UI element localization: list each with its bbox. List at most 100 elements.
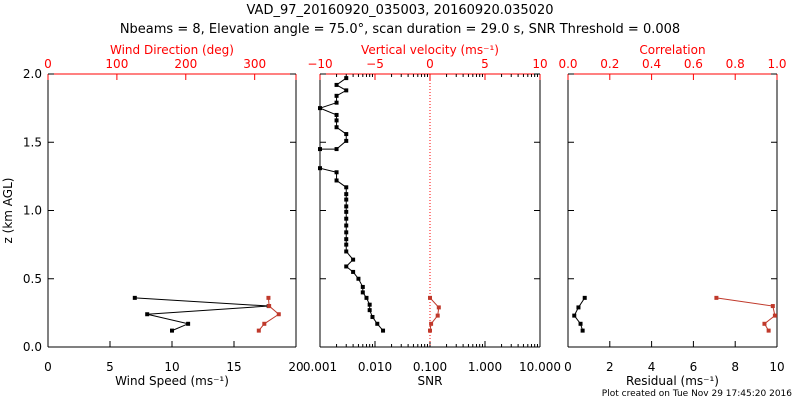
data-point: [334, 178, 339, 183]
bottom-tick-label: 10: [769, 360, 784, 374]
title-line1: VAD_97_20160920_035003, 20160920.035020: [247, 3, 554, 18]
data-point: [375, 321, 380, 326]
data-point: [318, 106, 322, 111]
data-point: [344, 230, 349, 235]
y-tick-label: 2.0: [23, 67, 42, 81]
bottom-tick-label: 20: [288, 360, 303, 374]
data-point: [334, 125, 339, 130]
y-tick-label: 0.5: [23, 272, 42, 286]
data-point: [576, 305, 581, 310]
bottom-tick-label: 10: [164, 360, 179, 374]
top-tick-label: 0.6: [684, 57, 703, 71]
bottom-tick-label: 15: [226, 360, 241, 374]
data-point: [578, 321, 583, 326]
data-point: [428, 328, 432, 333]
data-point: [344, 223, 349, 228]
series-line: [134, 297, 269, 332]
data-point: [766, 328, 771, 333]
bottom-tick-label: 0: [564, 360, 572, 374]
data-point: [334, 112, 339, 117]
top-axis-label: Wind Direction (deg): [110, 43, 234, 57]
bottom-tick-label: 8: [731, 360, 739, 374]
y-tick-label: 1.0: [23, 204, 42, 218]
footer-note: Plot created on Tue Nov 29 17:45:20 2016: [602, 389, 792, 399]
data-point: [334, 170, 339, 175]
bottom-tick-label: 0: [44, 360, 52, 374]
data-point: [256, 328, 261, 333]
top-tick-label: 300: [243, 57, 266, 71]
data-point: [714, 295, 719, 300]
top-tick-label: 0.0: [558, 57, 577, 71]
data-point: [344, 132, 349, 137]
data-point: [334, 82, 339, 87]
top-tick-label: 0: [44, 57, 52, 71]
data-point: [344, 264, 349, 269]
data-point: [370, 314, 375, 319]
data-point: [132, 295, 137, 300]
data-point: [364, 295, 369, 300]
data-point: [276, 312, 281, 317]
data-point: [344, 216, 349, 221]
data-point: [334, 93, 339, 98]
y-axis-label: z (km AGL): [1, 178, 15, 244]
bottom-tick-label: 1.000: [468, 360, 502, 374]
snr-panel: 0.001 0.010 0.100 1.000 10.000 −10 −5 0 5 10 SNR Ve…: [303, 43, 561, 388]
data-point: [266, 295, 271, 300]
data-point: [429, 321, 434, 326]
data-point: [344, 192, 349, 197]
bottom-tick-label: 10.000: [519, 360, 561, 374]
data-point: [334, 118, 339, 123]
bottom-axis-label: Residual (ms⁻¹): [626, 374, 719, 388]
data-point: [572, 313, 577, 318]
data-point: [344, 242, 349, 247]
data-point: [344, 88, 349, 93]
top-axis-label: Correlation: [639, 43, 705, 57]
top-tick-label: 0.2: [600, 57, 619, 71]
bottom-axis-label: Wind Speed (ms⁻¹): [115, 374, 229, 388]
bottom-tick-label: 0.100: [413, 360, 447, 374]
series-line: [258, 297, 280, 331]
bottom-tick-label: 4: [648, 360, 656, 374]
data-point: [367, 302, 372, 307]
data-point: [436, 305, 441, 310]
data-point: [344, 185, 349, 190]
data-point: [582, 295, 587, 300]
data-point: [435, 313, 440, 318]
data-point: [360, 290, 365, 295]
data-point: [344, 138, 349, 143]
top-tick-label: 1.0: [767, 57, 786, 71]
data-point: [334, 100, 339, 105]
data-point: [170, 328, 174, 333]
top-tick-label: 10: [532, 57, 547, 71]
data-point: [356, 276, 361, 281]
top-tick-label: 0.4: [642, 57, 661, 71]
bottom-tick-label: 0.001: [303, 360, 337, 374]
data-point: [334, 147, 339, 152]
data-point: [145, 312, 150, 317]
top-tick-label: 200: [174, 57, 197, 71]
data-point: [344, 249, 349, 254]
data-point: [381, 328, 386, 333]
data-point: [772, 313, 777, 318]
title-line2: Nbeams = 8, Elevation angle = 75.0°, sca…: [120, 22, 680, 37]
top-axis-label: Vertical velocity (ms⁻¹): [361, 43, 499, 57]
bottom-tick-label: 5: [106, 360, 114, 374]
data-point: [428, 295, 432, 300]
data-point: [344, 209, 349, 214]
data-point: [344, 204, 349, 209]
top-tick-label: 100: [105, 57, 128, 71]
data-point: [580, 328, 585, 333]
data-point: [318, 147, 322, 152]
residual-panel: 0 2 4 6 8 10 0.0 0.2 0.4 0.6 0.8 1.0 Residual (ms⁻¹)…: [558, 43, 786, 388]
bottom-tick-label: 6: [690, 360, 698, 374]
data-point: [770, 304, 775, 309]
bottom-tick-label: 2: [606, 360, 614, 374]
data-point: [262, 321, 267, 326]
top-tick-label: 5: [481, 57, 489, 71]
data-point: [344, 76, 349, 81]
data-point: [318, 166, 322, 171]
data-point: [762, 321, 767, 326]
y-tick-label: 0.0: [23, 340, 42, 354]
